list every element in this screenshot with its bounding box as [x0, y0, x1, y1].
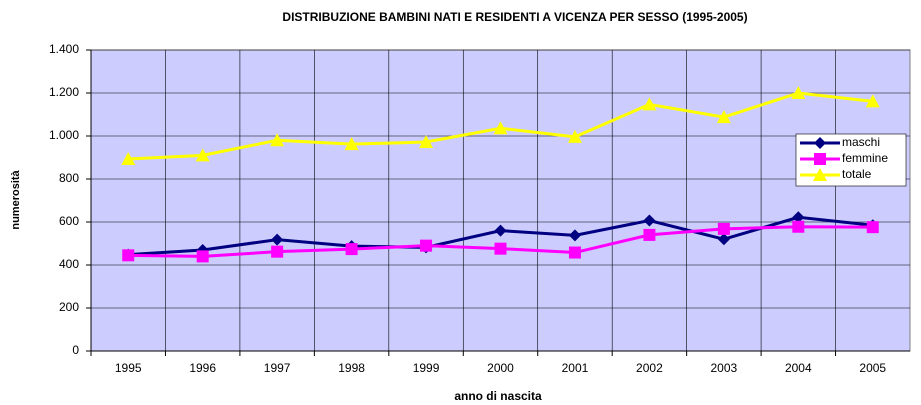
marker: [866, 221, 879, 234]
marker: [643, 228, 656, 241]
marker: [717, 233, 730, 246]
marker: [345, 243, 358, 256]
y-tick-label: 1.200: [49, 85, 79, 99]
marker: [419, 135, 434, 149]
marker: [344, 137, 359, 151]
y-tick-label: 0: [72, 343, 79, 357]
x-axis-label: anno di nascita: [454, 389, 542, 403]
x-tick-label: 2004: [785, 361, 812, 375]
legend-label: totale: [842, 167, 872, 181]
marker: [122, 249, 135, 262]
marker: [568, 229, 581, 242]
marker: [814, 153, 826, 165]
x-tick-label: 1996: [189, 361, 216, 375]
marker: [494, 242, 507, 255]
marker: [494, 224, 507, 237]
x-tick-label: 2000: [487, 361, 514, 375]
y-tick-label: 1.400: [49, 42, 79, 56]
y-tick-label: 1.000: [49, 128, 79, 142]
marker: [271, 233, 284, 246]
marker: [865, 94, 880, 108]
marker: [814, 137, 826, 149]
x-tick-label: 1995: [115, 361, 142, 375]
y-tick-label: 400: [59, 257, 79, 271]
x-tick-label: 1999: [413, 361, 440, 375]
marker: [493, 121, 508, 135]
marker: [568, 246, 581, 259]
x-tick-label: 1997: [264, 361, 291, 375]
marker: [792, 220, 805, 233]
marker: [813, 168, 827, 181]
marker: [271, 245, 284, 258]
legend-label: femmine: [842, 151, 888, 165]
marker: [121, 152, 136, 166]
marker: [196, 250, 209, 263]
x-tick-label: 2003: [711, 361, 738, 375]
x-tick-label: 2002: [636, 361, 663, 375]
y-axis-label: numerosità: [10, 169, 22, 229]
legend-label: maschi: [842, 135, 880, 149]
y-tick-label: 200: [59, 300, 79, 314]
marker: [792, 211, 805, 224]
marker: [567, 129, 582, 143]
marker: [716, 110, 731, 124]
marker: [642, 97, 657, 111]
chart-title: DISTRIBUZIONE BAMBINI NATI E RESIDENTI A…: [282, 10, 747, 24]
marker: [195, 148, 210, 162]
marker: [270, 133, 285, 147]
marker: [791, 86, 806, 99]
marker: [717, 222, 730, 235]
y-tick-label: 800: [59, 171, 79, 185]
y-tick-label: 600: [59, 214, 79, 228]
marker: [420, 239, 433, 252]
x-tick-label: 1998: [338, 361, 365, 375]
x-tick-label: 2001: [562, 361, 589, 375]
marker: [643, 214, 656, 227]
x-tick-label: 2005: [859, 361, 886, 375]
